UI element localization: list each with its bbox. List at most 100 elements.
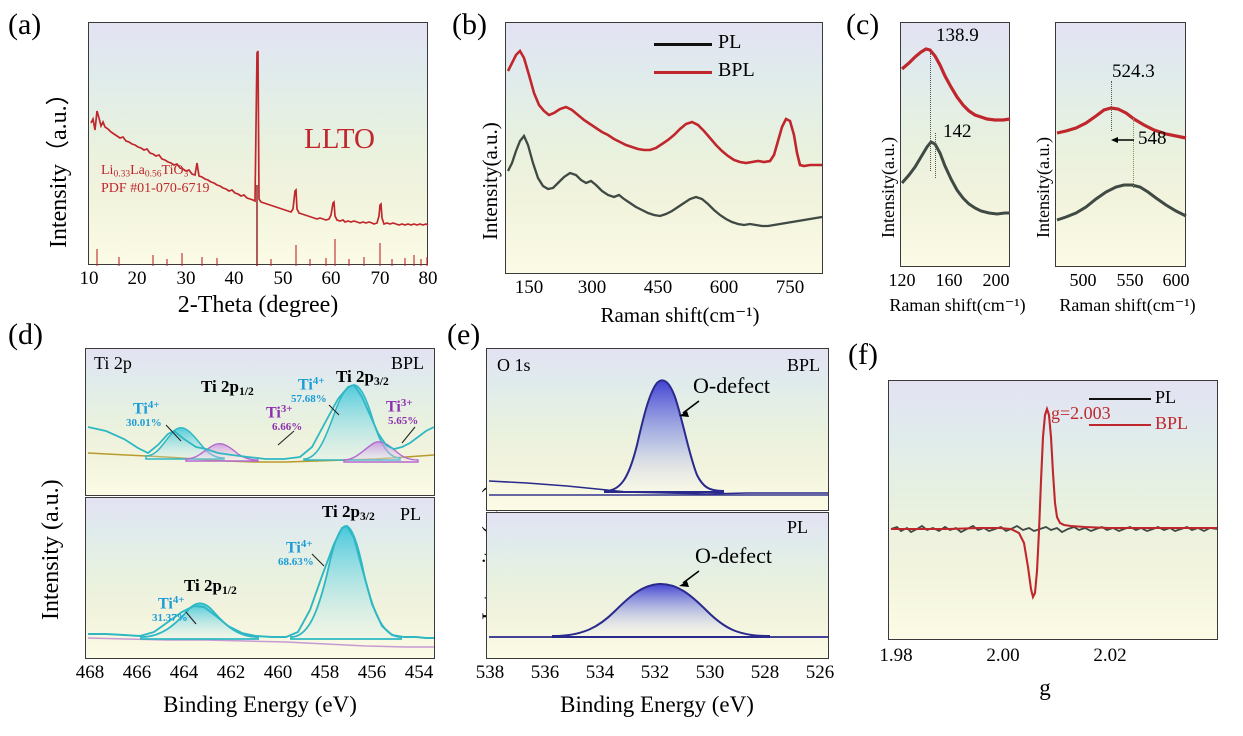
panel-d-xlabel: Binding Energy (eV)	[163, 692, 357, 717]
c-right-arrow-svg	[1111, 137, 1134, 143]
panel-e-bpl-sample-label: BPL	[787, 355, 821, 375]
panel-a-ylabel: Intensity（a.u.）	[46, 81, 72, 248]
panel-d-xtick-7: 454	[404, 662, 434, 683]
xrd-trace	[90, 50, 429, 226]
panel-d-xtick-0: 468	[75, 662, 105, 683]
panel-b-xtick-1: 300	[577, 277, 607, 298]
panel-a-pdf-card: PDF #01-070-6719	[101, 181, 210, 196]
panel-d-bpl-plot-area: Ti 2p BPL Ti 2p1/2 Ti 2p3/2 Ti4+ 30.01% …	[85, 348, 435, 496]
e-bpl-baseline	[488, 480, 828, 495]
panel-e-xtick-3: 532	[640, 662, 670, 683]
panel-b-xlabel: Raman shift(cm⁻¹)	[600, 303, 760, 327]
c-right-annotation-548: 548	[1138, 128, 1167, 149]
panel-e-pl-plot-area: PL O-defect	[486, 512, 829, 659]
panel-f-legend-label-bpl: BPL	[1155, 413, 1189, 433]
panel-a-xtick-4: 50	[273, 268, 293, 289]
panel-d-pl-ti4-b-percent: 31.37%	[152, 612, 188, 624]
panel-d-xtick-5: 458	[310, 662, 340, 683]
panel-e-bpl-arrow	[679, 400, 700, 417]
panel-d-bpl-ti4-a-percent: 30.01%	[126, 417, 162, 429]
panel-e-pl-svg	[489, 582, 828, 638]
panel-d-bpl-peak-2p12: Ti 2p1/2	[201, 377, 254, 399]
panel-a-label: (a)	[8, 8, 42, 41]
panel-e-pl-arrow	[679, 570, 700, 587]
panel-a-xtick-3: 40	[224, 268, 244, 289]
panel-e-xtick-4: 530	[695, 662, 725, 683]
panel-b-xtick-2: 450	[643, 277, 673, 298]
panel-a-xtick-0: 10	[79, 268, 99, 289]
panel-b-xtick-4: 750	[775, 277, 805, 298]
d-bpl-envelope	[87, 383, 435, 460]
c-right-marker-5243	[1111, 81, 1112, 131]
panel-c-right-plot-area: 524.3 548	[1055, 22, 1187, 267]
panel-e-xtick-2: 534	[585, 662, 615, 683]
c-left-xtick-0: 120	[888, 270, 916, 290]
raman-pl-trace	[506, 133, 823, 228]
c-left-xtick-2: 200	[982, 270, 1010, 290]
panel-a-xrd-svg	[90, 50, 429, 266]
c-left-marker-1389	[930, 53, 931, 171]
panel-f-legend-line-bpl	[1089, 424, 1151, 426]
c-right-xtick-0: 500	[1069, 270, 1097, 290]
panel-b-xtick-0: 150	[514, 277, 544, 298]
panel-a-xtick-7: 80	[418, 268, 438, 289]
panel-d-bpl-ti3-a-percent: 6.66%	[272, 421, 303, 433]
panel-c-left-svg	[900, 47, 1011, 216]
panel-e-label: (e)	[447, 318, 481, 351]
panel-d-bpl-ti3-b-percent: 5.65%	[388, 415, 419, 427]
panel-d-xtick-4: 460	[263, 662, 293, 683]
panel-a-sample-label: LLTO	[304, 123, 375, 155]
panel-d-bpl-svg	[87, 383, 435, 463]
panel-b-label: (b)	[452, 8, 487, 41]
panel-a-xlabel: 2-Theta (degree)	[177, 292, 339, 318]
panel-d-pl-ti4-a-species: Ti4+	[286, 538, 313, 557]
panel-d-bpl-peak-2p32: Ti 2p3/2	[336, 367, 389, 389]
panel-d-ylabel: Intensity (a.u.)	[38, 479, 64, 620]
panel-f-xtick-2: 2.02	[1093, 645, 1127, 666]
panel-f-label: (f)	[848, 338, 878, 371]
panel-c-right-xlabel: Raman shift(cm⁻¹)	[1059, 295, 1196, 315]
panel-e-pl-odefect-label: O-defect	[695, 543, 772, 568]
panel-c-left-xlabel: Raman shift(cm⁻¹)	[889, 295, 1026, 315]
c-left-bpl-trace	[900, 47, 1011, 122]
panel-b-legend-label-bpl: BPL	[718, 59, 755, 81]
c-left-annotation-142: 142	[943, 121, 972, 142]
panel-d-bpl-sample-label: BPL	[391, 353, 425, 373]
panel-c-right-svg	[1056, 106, 1187, 222]
panel-d-xtick-1: 466	[122, 662, 152, 683]
panel-a-xtick-6: 70	[370, 268, 390, 289]
panel-a-xtick-1: 20	[127, 268, 147, 289]
c-right-xtick-2: 600	[1162, 270, 1190, 290]
panel-f-g-annotation: g=2.003	[1051, 403, 1111, 423]
panel-c-label: (c)	[846, 8, 880, 41]
panel-b-xtick-3: 600	[709, 277, 739, 298]
c-right-annotation-5243: 524.3	[1112, 61, 1155, 82]
panel-b-raman-svg	[506, 48, 823, 228]
panel-e-bpl-plot-area: O 1s BPL O-defect	[486, 348, 829, 511]
c-right-bpl-trace	[1056, 106, 1187, 140]
panel-e-core-level: O 1s	[497, 355, 531, 375]
panel-d-pl-sample-label: PL	[400, 504, 422, 524]
panel-f-xtick-0: 1.98	[879, 645, 913, 666]
panel-f-epr-svg	[890, 405, 1218, 601]
panel-e-xtick-0: 538	[475, 662, 505, 683]
panel-b-plot-area: PL BPL	[505, 22, 823, 274]
c-left-xtick-1: 160	[935, 270, 963, 290]
f-bpl-trace	[891, 405, 1217, 601]
panel-d-bpl-ti4-a-species: Ti4+	[133, 399, 160, 418]
panel-d-bpl-ti3-a-species: Ti3+	[266, 403, 293, 422]
panel-e-bpl-odefect-label: O-defect	[693, 373, 770, 398]
panel-f-legend-line-pl	[1089, 398, 1151, 400]
panel-b-ylabel: Intensity(a.u.)	[478, 122, 502, 240]
panel-f-xlabel: g	[1039, 675, 1051, 700]
pdf-reference-sticks	[96, 185, 428, 266]
panel-d-xtick-3: 462	[216, 662, 246, 683]
d-pl-ti4-2p12-peak	[140, 602, 259, 640]
panel-e-xtick-6: 526	[805, 662, 835, 683]
panel-b-legend-line-bpl	[654, 71, 712, 74]
panel-e-xtick-5: 528	[750, 662, 780, 683]
panel-c-right-ylabel: Intensity(a.u.)	[1033, 137, 1053, 238]
panel-d-bpl-ti4-b-species: Ti4+	[298, 375, 325, 394]
panel-d-xtick-6: 456	[357, 662, 387, 683]
panel-d-pl-ti4-a-percent: 68.63%	[278, 556, 314, 568]
